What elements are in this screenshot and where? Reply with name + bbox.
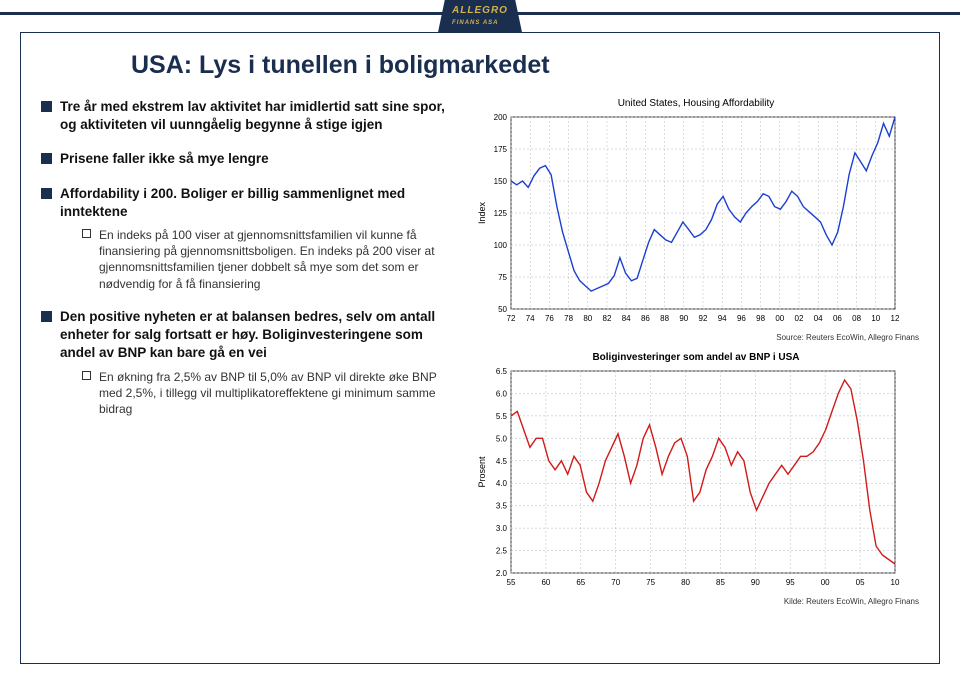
- brand-name: ALLEGRO: [452, 5, 508, 16]
- svg-text:72: 72: [507, 314, 516, 323]
- svg-text:125: 125: [494, 209, 508, 218]
- sub-bullet: En økning fra 2,5% av BNP til 5,0% av BN…: [82, 369, 461, 418]
- svg-text:76: 76: [545, 314, 554, 323]
- bullet-text: Affordability i 200. Boliger er billig s…: [60, 185, 461, 292]
- svg-text:Index: Index: [477, 201, 487, 224]
- svg-text:75: 75: [498, 273, 507, 282]
- sub-marker: [82, 371, 91, 380]
- svg-text:96: 96: [737, 314, 746, 323]
- chart1-title: United States, Housing Affordability: [473, 98, 919, 109]
- svg-text:98: 98: [756, 314, 765, 323]
- chart2-title: Boliginvesteringer som andel av BNP i US…: [473, 352, 919, 363]
- svg-text:100: 100: [494, 241, 508, 250]
- bullet-text: Den positive nyheten er at balansen bedr…: [60, 308, 461, 417]
- svg-text:00: 00: [821, 578, 830, 587]
- svg-text:200: 200: [494, 113, 508, 122]
- slide-frame: USA: Lys i tunellen i boligmarkedet Tre …: [20, 32, 940, 664]
- sub-text: En indeks på 100 viser at gjennomsnittsf…: [99, 227, 461, 292]
- chart-column: United States, Housing Affordability 507…: [473, 98, 919, 653]
- bullet-item: Den positive nyheten er at balansen bedr…: [41, 308, 461, 417]
- page-title: USA: Lys i tunellen i boligmarkedet: [131, 51, 919, 80]
- svg-text:94: 94: [718, 314, 727, 323]
- bullet-text: Prisene faller ikke så mye lengre: [60, 150, 269, 168]
- svg-text:04: 04: [814, 314, 823, 323]
- bullet-column: Tre år med ekstrem lav aktivitet har imi…: [41, 98, 461, 653]
- svg-text:82: 82: [603, 314, 612, 323]
- svg-text:65: 65: [576, 578, 585, 587]
- svg-text:90: 90: [679, 314, 688, 323]
- bullet-text: Tre år med ekstrem lav aktivitet har imi…: [60, 98, 461, 134]
- svg-text:85: 85: [716, 578, 725, 587]
- chart1-wrap: United States, Housing Affordability 507…: [473, 98, 919, 342]
- svg-text:2.5: 2.5: [496, 547, 508, 556]
- brand-sub: FINANS ASA: [452, 20, 498, 26]
- svg-text:50: 50: [498, 305, 507, 314]
- svg-text:80: 80: [583, 314, 592, 323]
- top-bar: ALLEGRO FINANS ASA: [0, 0, 960, 28]
- svg-text:80: 80: [681, 578, 690, 587]
- svg-text:6.5: 6.5: [496, 367, 508, 376]
- svg-text:95: 95: [786, 578, 795, 587]
- bullet-item: Tre år med ekstrem lav aktivitet har imi…: [41, 98, 461, 134]
- svg-text:2.0: 2.0: [496, 569, 508, 578]
- svg-text:70: 70: [611, 578, 620, 587]
- svg-text:4.0: 4.0: [496, 479, 508, 488]
- svg-text:02: 02: [795, 314, 804, 323]
- svg-text:Prosent: Prosent: [477, 456, 487, 488]
- svg-text:55: 55: [507, 578, 516, 587]
- columns: Tre år med ekstrem lav aktivitet har imi…: [41, 98, 919, 653]
- bullet-marker: [41, 101, 52, 112]
- sub-text: En økning fra 2,5% av BNP til 5,0% av BN…: [99, 369, 461, 418]
- svg-text:92: 92: [699, 314, 708, 323]
- svg-text:90: 90: [751, 578, 760, 587]
- svg-text:6.0: 6.0: [496, 389, 508, 398]
- svg-text:10: 10: [891, 578, 900, 587]
- svg-text:78: 78: [564, 314, 573, 323]
- svg-text:175: 175: [494, 145, 508, 154]
- chart1-svg: 50 75 100 125 150 175 200 72 74 76 78 80 82 84 86 88 90 9…: [473, 111, 903, 331]
- svg-text:10: 10: [871, 314, 880, 323]
- svg-text:5.0: 5.0: [496, 434, 508, 443]
- svg-text:3.0: 3.0: [496, 524, 508, 533]
- bullet-item: Prisene faller ikke så mye lengre: [41, 150, 461, 168]
- svg-text:74: 74: [526, 314, 535, 323]
- svg-text:150: 150: [494, 177, 508, 186]
- svg-text:05: 05: [856, 578, 865, 587]
- svg-text:5.5: 5.5: [496, 412, 508, 421]
- svg-text:88: 88: [660, 314, 669, 323]
- svg-text:3.5: 3.5: [496, 502, 508, 511]
- svg-text:84: 84: [622, 314, 631, 323]
- svg-text:08: 08: [852, 314, 861, 323]
- svg-text:06: 06: [833, 314, 842, 323]
- chart2-source: Kilde: Reuters EcoWin, Allegro Finans: [473, 597, 919, 606]
- svg-text:75: 75: [646, 578, 655, 587]
- svg-text:86: 86: [641, 314, 650, 323]
- chart2-wrap: Boliginvesteringer som andel av BNP i US…: [473, 352, 919, 606]
- svg-text:12: 12: [891, 314, 900, 323]
- sub-bullet: En indeks på 100 viser at gjennomsnittsf…: [82, 227, 461, 292]
- svg-text:4.5: 4.5: [496, 457, 508, 466]
- bullet-item: Affordability i 200. Boliger er billig s…: [41, 185, 461, 292]
- bullet-marker: [41, 311, 52, 322]
- bullet-marker: [41, 188, 52, 199]
- chart1-source: Source: Reuters EcoWin, Allegro Finans: [473, 333, 919, 342]
- svg-text:00: 00: [775, 314, 784, 323]
- bullet-marker: [41, 153, 52, 164]
- chart2-svg: 2.0 2.5 3.0 3.5 4.0 4.5 5.0 5.5 6.0 6.5 55 60 65 70 75…: [473, 365, 903, 595]
- brand-badge: ALLEGRO FINANS ASA: [438, 0, 522, 32]
- svg-text:60: 60: [541, 578, 550, 587]
- sub-marker: [82, 229, 91, 238]
